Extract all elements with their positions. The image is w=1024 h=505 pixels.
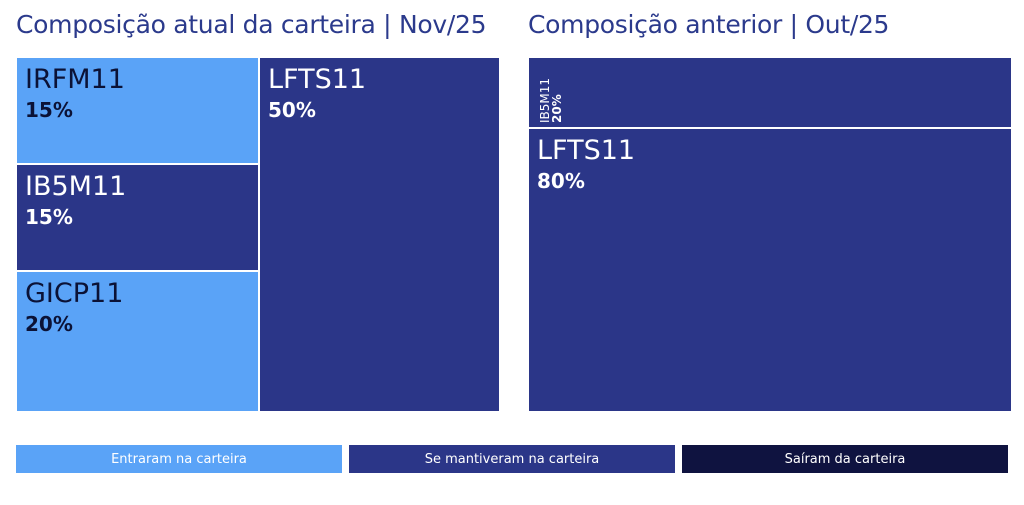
treemap-tile-lfts11: LFTS11 50%: [259, 57, 500, 412]
tile-percent: 20%: [25, 312, 73, 336]
tile-name: LFTS11: [268, 64, 367, 95]
tile-label-group: IB5M11 20%: [538, 78, 564, 123]
tile-name: IRFM11: [25, 64, 125, 95]
legend-label-exited: Saíram da carteira: [784, 451, 906, 467]
legend-item-kept: Se mantiveram na carteira: [349, 445, 675, 473]
treemap-tile-lfts11: LFTS11 80%: [528, 128, 1012, 412]
legend-label-kept: Se mantiveram na carteira: [424, 451, 600, 467]
treemap-previous: IB5M11 20% LFTS11 80%: [528, 57, 1012, 412]
treemap-tile-ib5m11: IB5M11 15%: [16, 164, 259, 271]
tile-percent: 80%: [537, 169, 585, 193]
tile-percent: 50%: [268, 98, 316, 122]
tile-name: LFTS11: [537, 135, 636, 166]
tile-name: GICP11: [25, 278, 124, 309]
legend-item-exited: Saíram da carteira: [682, 445, 1008, 473]
chart-title-previous: Composição anterior | Out/25: [528, 10, 890, 39]
legend-label-entered: Entraram na carteira: [111, 451, 247, 467]
treemap-tile-ib5m11: IB5M11 20%: [528, 57, 1012, 128]
tile-percent: 20%: [550, 94, 564, 123]
chart-title-current: Composição atual da carteira | Nov/25: [16, 10, 487, 39]
tile-percent: 15%: [25, 98, 73, 122]
treemap-tile-irfm11: IRFM11 15%: [16, 57, 259, 164]
tile-name: IB5M11: [25, 171, 127, 202]
tile-percent: 15%: [25, 205, 73, 229]
treemap-current: IRFM11 15% IB5M11 15% GICP11 20% LFTS11 50%: [16, 57, 500, 412]
legend-item-entered: Entraram na carteira: [16, 445, 342, 473]
legend: Entraram na carteira Se mantiveram na ca…: [16, 445, 1008, 473]
treemap-tile-gicp11: GICP11 20%: [16, 271, 259, 412]
